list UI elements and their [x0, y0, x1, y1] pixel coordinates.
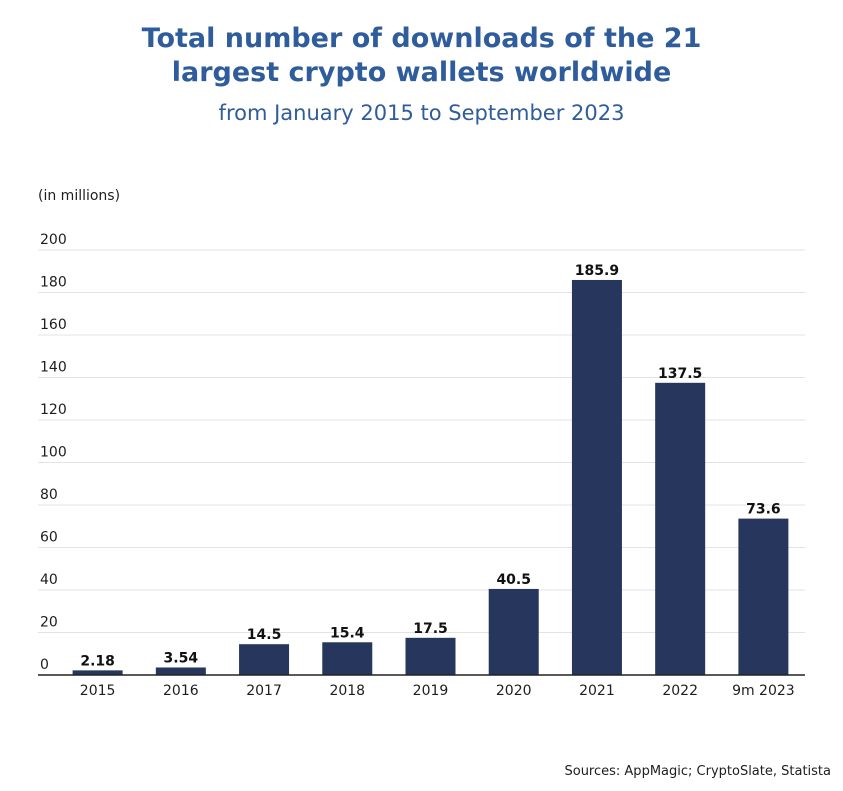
x-tick-label: 9m 2023 — [732, 683, 795, 699]
x-tick-label: 2016 — [163, 683, 199, 699]
data-label: 73.6 — [746, 502, 781, 518]
x-tick-label: 2019 — [413, 683, 449, 699]
bar — [655, 382, 706, 675]
y-tick-label: 60 — [40, 530, 58, 546]
bar — [72, 670, 123, 675]
data-label: 137.5 — [658, 366, 702, 382]
chart-title: Total number of downloads of the 21 large… — [141, 23, 702, 88]
y-axis-unit-label: (in millions) — [38, 188, 121, 204]
bar-chart: 0 20 40 60 80 100 120 140 160 180 200 2.18 3.54 14.5… — [38, 232, 805, 699]
y-tick-label: 120 — [40, 402, 67, 418]
y-tick-label: 40 — [40, 572, 58, 588]
x-tick-label: 2020 — [496, 683, 532, 699]
data-label: 14.5 — [247, 627, 282, 643]
y-tick-label: 80 — [40, 487, 58, 503]
bar — [571, 279, 622, 675]
y-tick-label: 180 — [40, 275, 67, 291]
data-label: 185.9 — [575, 263, 619, 279]
x-tick-label: 2021 — [579, 683, 615, 699]
bar — [405, 637, 456, 675]
data-label: 2.18 — [80, 653, 115, 669]
chart-subtitle: from January 2015 to September 2023 — [218, 101, 625, 125]
data-label: 17.5 — [413, 621, 448, 637]
y-tick-label: 140 — [40, 360, 67, 376]
y-tick-label: 100 — [40, 445, 67, 461]
bar — [155, 667, 206, 675]
x-tick-label: 2022 — [662, 683, 698, 699]
x-tick-label: 2017 — [246, 683, 282, 699]
data-label: 3.54 — [164, 650, 199, 666]
data-label: 40.5 — [496, 572, 531, 588]
bar — [488, 588, 539, 675]
bar — [322, 642, 373, 675]
y-tick-label: 160 — [40, 317, 67, 333]
y-axis-ticks: 0 20 40 60 80 100 120 140 160 180 200 — [40, 232, 67, 673]
x-tick-label: 2018 — [329, 683, 365, 699]
y-tick-label: 0 — [40, 657, 49, 673]
data-labels: 2.18 3.54 14.5 15.4 17.5 40.5 185.9 137.5 73.6 — [80, 263, 780, 669]
source-note: Sources: AppMagic; CryptoSlate, Statista — [564, 764, 831, 779]
x-axis-ticks: 2015 2016 2017 2018 2019 2020 2021 2022 9m 2023 — [80, 683, 795, 699]
bars — [72, 279, 789, 675]
bar — [738, 518, 789, 675]
x-tick-label: 2015 — [80, 683, 116, 699]
y-tick-label: 200 — [40, 232, 67, 248]
bar — [239, 644, 290, 675]
data-label: 15.4 — [330, 625, 365, 641]
y-tick-label: 20 — [40, 615, 58, 631]
